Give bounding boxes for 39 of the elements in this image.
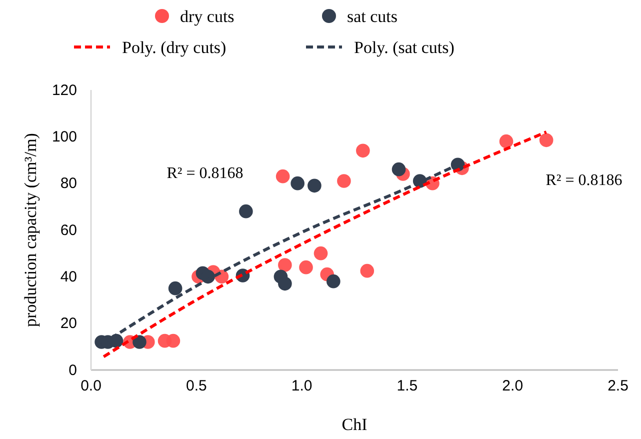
y-tick-label: 20 [60, 315, 77, 332]
point [499, 134, 514, 148]
point [166, 334, 180, 348]
y-tick-label: 60 [60, 222, 77, 239]
legend-label: sat cuts [347, 7, 398, 26]
x-tick-label: 2.5 [608, 378, 628, 395]
point [276, 169, 290, 184]
annotation: R² = 0.8186 [546, 172, 622, 189]
point [168, 281, 182, 296]
y-tick-label: 80 [60, 175, 77, 192]
point [337, 174, 351, 188]
x-axis-title: ChI [342, 415, 368, 434]
point [314, 246, 328, 260]
y-tick-label: 120 [52, 82, 77, 99]
x-tick-label: 0.0 [80, 378, 102, 395]
point [278, 258, 292, 272]
point [132, 335, 146, 349]
y-axis-title: production capacity (cm³/m) [21, 133, 40, 327]
x-tick-label: 0.5 [186, 378, 207, 395]
point [299, 260, 313, 274]
legend-label: Poly. (dry cuts) [122, 38, 226, 57]
legend-label: Poly. (sat cuts) [354, 38, 454, 57]
annotation: R² = 0.8168 [166, 165, 244, 182]
point [326, 274, 340, 288]
x-tick-label: 2.0 [502, 378, 524, 395]
x-tick-label: 1.0 [291, 378, 312, 395]
point [360, 264, 374, 278]
point [308, 178, 322, 193]
legend-label: dry cuts [180, 7, 234, 26]
point [239, 204, 253, 218]
x-tick-label: 1.5 [396, 378, 418, 395]
point [278, 276, 292, 291]
y-tick-label: 100 [52, 128, 77, 146]
point [356, 144, 370, 158]
point [290, 176, 304, 190]
y-tick-label: 0 [68, 362, 77, 379]
point [539, 133, 554, 148]
y-tick-label: 40 [60, 268, 77, 286]
point [392, 162, 406, 176]
